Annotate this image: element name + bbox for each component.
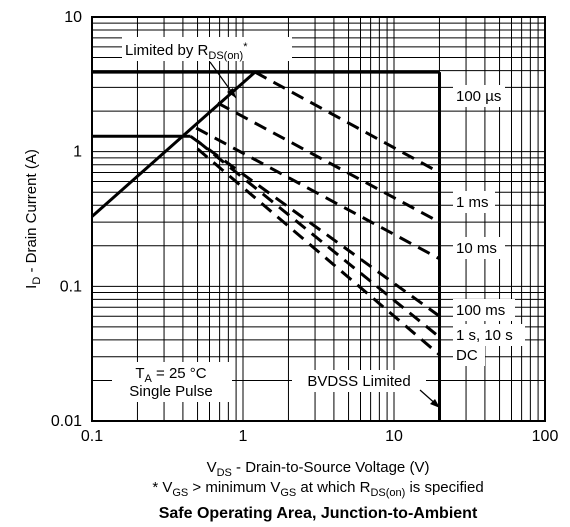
conditions-label-bg [112,362,232,402]
y-axis-label: ID - Drain Current (A) [23,149,43,289]
soa-curve-dc [196,147,441,356]
plot-frame [91,16,546,422]
pulse-label-bg-1s-10s [453,324,525,346]
pulse-label-bg-100us [453,85,505,107]
soa-curve-limited-by-r-ds-on [91,70,256,218]
rds-limit-label-bg [122,37,292,61]
pulse-label-dc: DC [456,347,478,364]
chart-title: Safe Operating Area, Junction-to-Ambient [159,505,478,522]
footnote: * VGS > minimum VGS at which RDS(on) is … [152,479,483,499]
pulse-label-1ms: 1 ms [456,194,489,211]
rds-limit-label: Limited by RDS(on)* [125,41,248,62]
x-axis-label: VDS - Drain-to-Source Voltage (V) [207,459,430,479]
y-tick-label: 1 [73,144,82,161]
soa-curve-10-ms [195,126,441,261]
pulse-label-bg-10ms [453,237,505,259]
rds-limit-arrowhead [227,88,236,98]
soa-curve-100-ms [189,135,441,318]
soa-curve-1-ms [216,101,441,224]
y-tick-label: 10 [64,9,82,26]
pulse-labels: 100 µs 1 ms 10 ms 100 ms 1 s, 10 s DC [453,85,525,366]
pulse-label-10ms: 10 ms [456,240,497,257]
y-tick-label: 0.1 [60,278,82,295]
x-tick-label: 0.1 [81,428,103,445]
x-tick-label: 10 [385,428,403,445]
pulse-label-bg-1ms [453,191,495,213]
chart-curves [91,70,441,421]
x-tick-label: 1 [239,428,248,445]
pulse-label-1s-10s: 1 s, 10 s [456,327,513,344]
bvdss-label: BVDSS Limited [307,373,410,390]
conditions-line2: Single Pulse [129,383,212,400]
soa-curve-1-s-10-s [196,139,441,339]
pulse-label-bg-100ms [453,299,515,321]
pulse-label-bg-dc [453,344,485,366]
pulse-label-100us: 100 µs [456,88,501,105]
y-tick-label: 0.01 [51,413,82,430]
bvdss-label-bg [292,370,426,392]
x-tick-label: 100 [532,428,559,445]
soa-curve-100-s [254,70,441,174]
pulse-label-100ms: 100 ms [456,302,505,319]
conditions-line1: TA = 25 °C [135,365,206,385]
bvdss-arrowhead [430,399,440,408]
